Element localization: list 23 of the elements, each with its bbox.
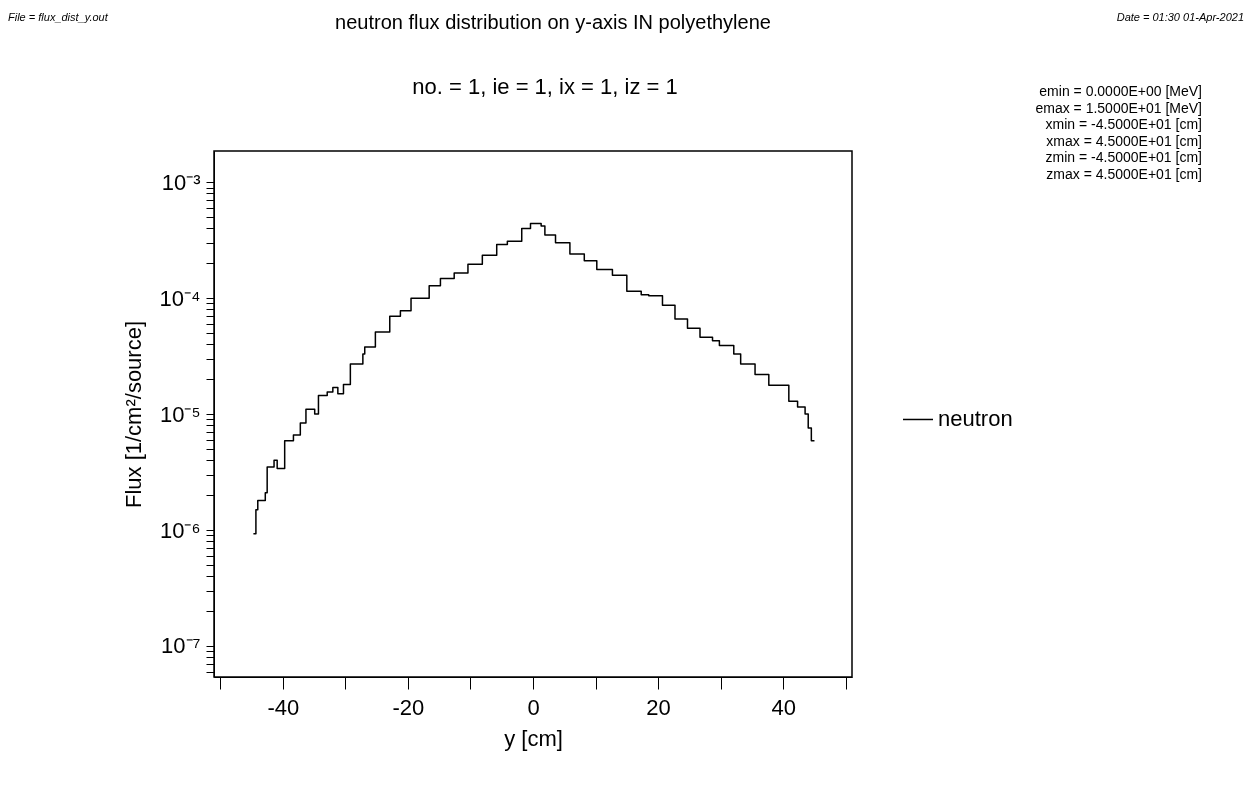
text: zmax = 4.5000E+01 [cm] <box>1046 165 1202 182</box>
y-tick-label: 10⁻⁵ <box>159 401 201 427</box>
text: Date = 01:30 01-Apr-2021 <box>1116 11 1244 23</box>
legend-label: neutron <box>938 406 1013 432</box>
y-tick-label: 10⁻³ <box>161 169 201 195</box>
y-tick-label: 10⁻⁴ <box>159 285 201 311</box>
chart-subtitle: no. = 1, ie = 1, ix = 1, iz = 1 <box>412 74 678 99</box>
x-tick-label: 0 <box>527 694 540 720</box>
x-tick-label: 20 <box>646 694 671 720</box>
chart-title: neutron flux distribution on y-axis IN polyethylene <box>335 11 771 33</box>
text: emin = 0.0000E+00 [MeV] <box>1039 83 1202 99</box>
x-tick-label: 40 <box>771 694 796 720</box>
y-axis-title: Flux [1/cm²/source] <box>120 320 146 509</box>
x-tick-label: -20 <box>392 694 425 720</box>
text: xmax = 4.5000E+01 [cm] <box>1046 132 1202 149</box>
y-tick-label: 10⁻⁶ <box>159 517 201 543</box>
y-tick-label: 10⁻⁷ <box>161 633 201 659</box>
text: xmin = -4.5000E+01 [cm] <box>1045 116 1202 132</box>
text: File = flux_dist_y.out <box>8 11 109 23</box>
text: emax = 1.5000E+01 [MeV] <box>1035 99 1202 116</box>
x-tick-label: -40 <box>267 694 300 720</box>
text: zmin = -4.5000E+01 [cm] <box>1045 149 1202 165</box>
x-axis-title: y [cm] <box>504 725 563 751</box>
